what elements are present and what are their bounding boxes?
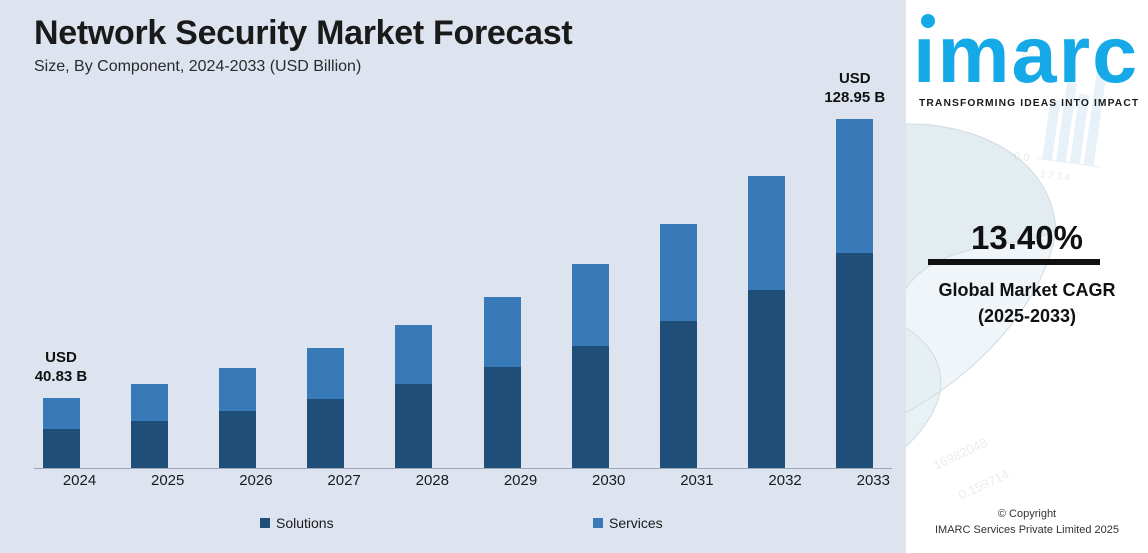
svg-text:0.0: 0.0 (1013, 150, 1030, 164)
svg-text:1 2 3 4: 1 2 3 4 (1039, 169, 1071, 184)
svg-text:0.159714: 0.159714 (956, 466, 1011, 503)
svg-text:16982048: 16982048 (931, 435, 990, 473)
